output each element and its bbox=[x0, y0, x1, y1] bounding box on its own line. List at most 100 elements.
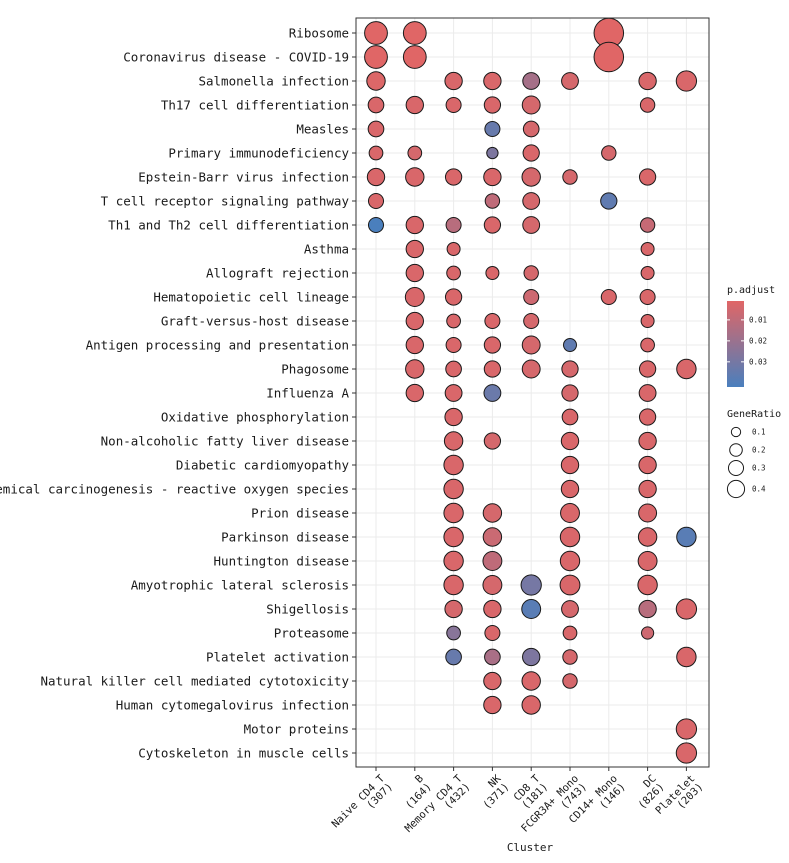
color-legend-label: 0.03 bbox=[749, 357, 767, 366]
data-point bbox=[559, 574, 581, 596]
data-point bbox=[443, 478, 464, 500]
data-point bbox=[446, 265, 461, 281]
data-point bbox=[638, 455, 657, 475]
data-point bbox=[445, 648, 462, 666]
data-point bbox=[484, 648, 501, 666]
data-point bbox=[523, 265, 539, 281]
y-tick-label: Salmonella infection bbox=[198, 74, 349, 89]
data-point bbox=[560, 455, 580, 475]
data-point bbox=[445, 216, 462, 234]
data-point bbox=[675, 742, 698, 764]
data-point bbox=[560, 431, 580, 451]
data-point bbox=[405, 335, 424, 355]
data-point bbox=[367, 96, 385, 114]
y-tick-label: Th17 cell differentiation bbox=[161, 98, 349, 113]
data-point bbox=[444, 168, 463, 186]
data-point bbox=[521, 695, 541, 715]
y-tick-label: Oxidative phosphorylation bbox=[161, 410, 349, 425]
data-point bbox=[640, 337, 655, 353]
data-point bbox=[483, 167, 502, 187]
data-point bbox=[483, 384, 502, 402]
data-point bbox=[364, 45, 388, 69]
data-point bbox=[640, 266, 655, 280]
y-tick-label: Non-alcoholic fatty liver disease bbox=[101, 434, 349, 449]
data-point bbox=[562, 625, 578, 641]
data-point bbox=[484, 624, 501, 642]
data-point bbox=[404, 287, 425, 307]
y-tick-label: Parkinson disease bbox=[221, 530, 349, 545]
data-point bbox=[521, 359, 541, 379]
data-point bbox=[562, 673, 578, 689]
y-tick-label: Shigellosis bbox=[266, 602, 349, 617]
data-point bbox=[521, 599, 542, 619]
data-point bbox=[675, 598, 698, 620]
data-point bbox=[600, 192, 618, 210]
y-tick-label: Proteasome bbox=[274, 626, 349, 641]
color-legend-label: 0.02 bbox=[749, 336, 767, 345]
data-point bbox=[405, 95, 424, 115]
data-point bbox=[600, 288, 617, 306]
y-tick-label: Th1 and Th2 cell differentiation bbox=[108, 218, 349, 233]
data-point bbox=[405, 383, 424, 403]
data-point bbox=[639, 97, 656, 113]
data-point bbox=[368, 145, 384, 161]
data-point bbox=[483, 71, 502, 91]
x-tick-label: NK(371) bbox=[473, 772, 512, 811]
data-point bbox=[522, 72, 541, 90]
data-point bbox=[640, 242, 655, 256]
data-point bbox=[366, 71, 386, 91]
color-legend: p.adjust 0.01 0.02 0.03 bbox=[727, 285, 775, 387]
data-point bbox=[444, 407, 463, 427]
data-point bbox=[637, 574, 658, 596]
data-point bbox=[445, 336, 462, 354]
color-legend-label: 0.01 bbox=[749, 315, 767, 324]
data-point bbox=[486, 146, 499, 160]
y-tick-label: Influenza A bbox=[266, 386, 349, 401]
data-point bbox=[446, 313, 461, 329]
y-tick-label: Prion disease bbox=[251, 506, 349, 521]
data-point bbox=[638, 599, 657, 619]
data-point bbox=[638, 431, 657, 451]
data-point bbox=[639, 217, 656, 233]
data-point bbox=[483, 599, 502, 619]
data-point bbox=[443, 431, 464, 451]
data-point bbox=[405, 311, 424, 331]
data-point bbox=[405, 359, 425, 379]
size-legend-circle bbox=[726, 479, 746, 499]
data-point bbox=[443, 502, 464, 524]
y-tick-label: Cytoskeleton in muscle cells bbox=[138, 746, 349, 761]
data-point bbox=[482, 503, 503, 523]
data-point bbox=[402, 45, 427, 69]
data-point bbox=[639, 288, 656, 306]
data-point bbox=[641, 626, 655, 640]
data-point bbox=[561, 384, 579, 402]
y-tick-label: Coronavirus disease - COVID-19 bbox=[123, 50, 349, 65]
data-point bbox=[446, 625, 461, 641]
data-point bbox=[483, 336, 502, 354]
y-axis: Ribosome Coronavirus disease - COVID-19 Sa… bbox=[0, 26, 356, 761]
y-tick-label: Graft-versus-host disease bbox=[161, 314, 349, 329]
size-legend: GeneRatio 0.1 0.2 0.3 0.4 bbox=[726, 409, 781, 499]
size-legend-circle bbox=[729, 443, 743, 457]
data-point bbox=[560, 479, 580, 499]
data-point bbox=[638, 168, 657, 186]
data-point bbox=[676, 358, 697, 380]
data-point bbox=[445, 360, 462, 378]
data-point bbox=[445, 96, 462, 114]
data-point bbox=[559, 526, 581, 548]
y-tick-label: Allograft rejection bbox=[206, 266, 349, 281]
data-point bbox=[405, 263, 424, 283]
data-point bbox=[561, 360, 579, 378]
data-point bbox=[484, 312, 501, 330]
data-point bbox=[482, 527, 503, 547]
data-point bbox=[367, 216, 385, 234]
data-point bbox=[563, 338, 577, 352]
data-point bbox=[676, 646, 697, 668]
data-point bbox=[523, 288, 540, 306]
x-tick-label: Platelet(203) bbox=[653, 773, 705, 825]
data-point bbox=[405, 215, 424, 235]
data-point bbox=[521, 95, 541, 115]
data-point bbox=[444, 384, 463, 402]
